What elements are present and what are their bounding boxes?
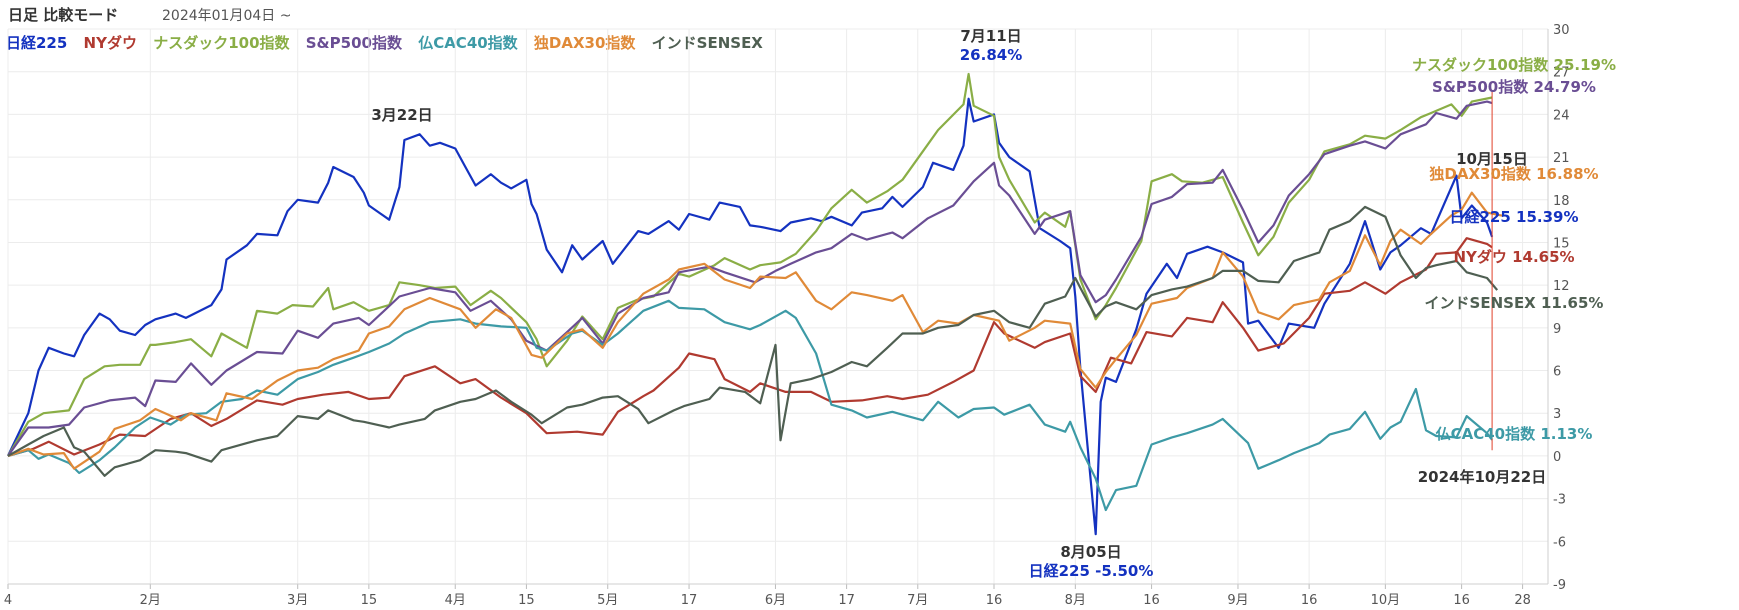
x-tick-label: 17 (838, 593, 855, 608)
annotation-label: 26.84% (960, 46, 1022, 64)
y-tick-label: 27 (1553, 66, 1570, 81)
x-tick-label: 5月 (597, 593, 618, 608)
annotation-label: 2024年10月22日 (1418, 468, 1547, 486)
x-tick-label: 16 (986, 593, 1003, 608)
x-tick-label: 2月 (140, 593, 161, 608)
x-tick-label: 16 (1143, 593, 1160, 608)
series-line-nasdaq100[interactable] (7, 72, 1493, 457)
series-line-sp500[interactable] (7, 100, 1493, 457)
x-tick-label: 4 (4, 593, 12, 608)
legend-item-ny-dow[interactable]: NYダウ (83, 34, 137, 52)
x-tick-label: 4月 (445, 593, 466, 608)
series-line-dax30[interactable] (7, 191, 1503, 470)
legend: 日経225 NYダウ ナスダック100指数 S&P500指数 仏CAC40指数 … (6, 32, 774, 53)
legend-item-nikkei225[interactable]: 日経225 (6, 34, 68, 52)
y-tick-label: -9 (1553, 578, 1566, 593)
y-tick-label: -3 (1553, 493, 1566, 508)
end-label-nasdaq100: ナスダック100指数 25.19% (1412, 56, 1616, 74)
y-tick-label: 0 (1553, 450, 1561, 465)
annotation-label: 10月15日 (1456, 150, 1528, 168)
x-tick-label: 3月 (287, 593, 308, 608)
y-tick-label: 24 (1553, 108, 1570, 123)
end-label-ny-dow: NYダウ 14.65% (1453, 248, 1574, 266)
y-tick-label: 9 (1553, 322, 1561, 337)
x-tick-label: 16 (1301, 593, 1318, 608)
x-tick-label: 15 (361, 593, 378, 608)
annotation-label: 3月22日 (371, 106, 432, 124)
x-tick-label: 7月 (907, 593, 928, 608)
x-tick-label: 6月 (765, 593, 786, 608)
end-label-cac40: 仏CAC40指数 1.13% (1436, 425, 1593, 443)
legend-item-sp500[interactable]: S&P500指数 (305, 34, 402, 52)
end-label-nikkei225: 日経225 15.39% (1449, 208, 1578, 226)
end-label-sp500: S&P500指数 24.79% (1432, 78, 1596, 96)
x-tick-label: 10月 (1371, 593, 1401, 608)
x-tick-label: 15 (518, 593, 535, 608)
y-tick-label: 3 (1553, 407, 1561, 422)
y-tick-label: 6 (1553, 365, 1561, 380)
x-tick-label: 28 (1514, 593, 1531, 608)
series-line-cac40[interactable] (7, 299, 1493, 512)
x-tick-label: 8月 (1065, 593, 1086, 608)
legend-item-nasdaq100[interactable]: ナスダック100指数 (153, 34, 290, 52)
series-line-ny-dow[interactable] (7, 237, 1493, 457)
start-date-label: 2024年01月04日 ~ (162, 8, 292, 24)
series-line-sensex[interactable] (7, 205, 1499, 477)
mode-title: 日足 比較モード (8, 6, 119, 24)
y-tick-label: 15 (1553, 236, 1570, 251)
legend-item-sensex[interactable]: インドSENSEX (651, 34, 763, 52)
annotation-label: 7月11日 (960, 27, 1021, 45)
y-tick-label: 12 (1553, 279, 1570, 294)
x-tick-label: 17 (681, 593, 698, 608)
y-tick-label: -6 (1553, 535, 1566, 550)
annotation-label: 日経225 -5.50% (1029, 562, 1154, 580)
x-tick-label: 9月 (1227, 593, 1248, 608)
end-label-dax30: 独DAX30指数 16.88% (1429, 165, 1598, 183)
y-tick-label: 18 (1553, 194, 1570, 209)
y-tick-label: 30 (1553, 23, 1570, 38)
x-tick-label: 16 (1453, 593, 1470, 608)
y-tick-label: 21 (1553, 151, 1570, 166)
annotation-label: 8月05日 (1060, 543, 1121, 561)
end-label-sensex: インドSENSEX 11.65% (1425, 294, 1604, 312)
legend-item-cac40[interactable]: 仏CAC40指数 (418, 34, 518, 52)
legend-item-dax30[interactable]: 独DAX30指数 (533, 34, 636, 52)
